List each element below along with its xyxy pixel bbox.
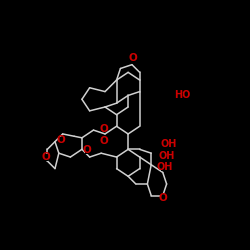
Bar — [101, 125, 105, 132]
Bar — [131, 54, 135, 61]
Text: O: O — [99, 136, 108, 146]
Bar — [161, 194, 165, 201]
Text: OH: OH — [157, 162, 173, 172]
Bar — [178, 92, 187, 99]
Bar — [59, 137, 63, 143]
Bar — [101, 138, 105, 144]
Text: O: O — [128, 53, 137, 63]
Text: O: O — [158, 193, 167, 203]
Text: O: O — [57, 135, 66, 145]
Bar — [165, 140, 173, 147]
Text: O: O — [83, 145, 92, 155]
Bar — [85, 147, 89, 154]
Bar — [44, 154, 48, 160]
Text: O: O — [99, 124, 108, 134]
Text: O: O — [41, 152, 50, 162]
Text: HO: HO — [174, 90, 191, 101]
Bar — [161, 164, 169, 170]
Bar — [162, 152, 171, 159]
Text: OH: OH — [161, 139, 177, 149]
Text: OH: OH — [158, 150, 175, 160]
